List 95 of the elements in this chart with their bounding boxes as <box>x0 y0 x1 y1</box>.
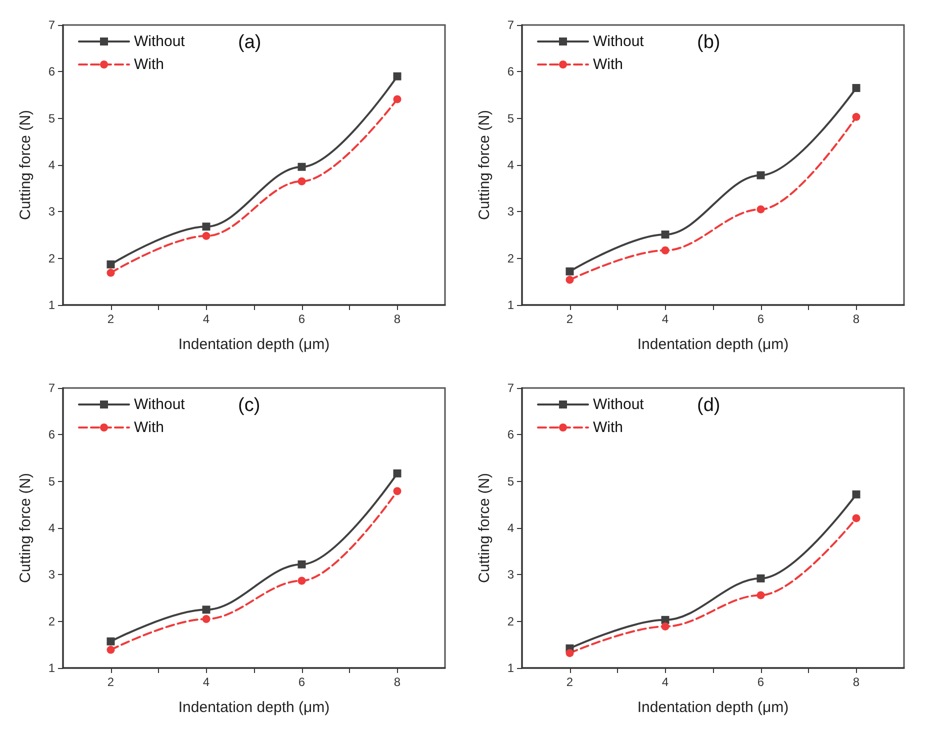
point <box>852 514 860 522</box>
x-tick-label: 2 <box>107 675 114 689</box>
point <box>106 646 115 654</box>
y-tick-label: 7 <box>507 381 514 395</box>
y-tick-label: 3 <box>507 568 514 582</box>
point <box>566 276 574 284</box>
x-tick-label: 4 <box>662 312 669 326</box>
x-tick-label: 8 <box>852 312 860 326</box>
legend-label: Without <box>593 33 645 50</box>
annotation: (a) <box>238 32 262 53</box>
y-tick-label: 1 <box>48 298 56 312</box>
x-axis-title: Indentation depth (μm) <box>178 336 330 353</box>
point <box>756 591 765 600</box>
annotation: (d) <box>697 395 720 416</box>
point <box>202 232 210 240</box>
legend-label: With <box>134 56 164 73</box>
x-tick-label: 4 <box>662 675 669 689</box>
y-axis-title: Cutting force (N) <box>476 110 493 220</box>
x-tick-label: 2 <box>566 675 574 689</box>
legend-label: Without <box>134 33 186 50</box>
x-axis-title: Indentation depth (μm) <box>637 336 789 353</box>
point <box>106 268 115 277</box>
x-tick-label: 4 <box>202 675 210 689</box>
y-tick-label: 4 <box>507 521 514 535</box>
x-tick-label: 2 <box>566 312 574 326</box>
point <box>106 637 115 646</box>
point <box>756 574 765 582</box>
y-tick-label: 6 <box>507 428 514 442</box>
point <box>393 469 402 478</box>
y-axis-title: Cutting force (N) <box>476 472 493 584</box>
y-axis-title: Cutting force (N) <box>17 472 34 584</box>
point <box>298 162 306 171</box>
y-tick-label: 2 <box>48 614 56 628</box>
annotation: (c) <box>238 395 260 416</box>
point <box>661 230 670 239</box>
y-tick-label: 7 <box>48 18 56 32</box>
legend-label: With <box>593 56 623 73</box>
x-tick-label: 6 <box>298 675 306 689</box>
y-tick-label: 6 <box>48 64 56 79</box>
legend-label: Without <box>593 396 645 413</box>
y-tick-label: 3 <box>48 568 56 582</box>
point <box>202 606 210 614</box>
point <box>852 490 860 498</box>
point <box>393 72 402 80</box>
point <box>566 267 574 276</box>
y-tick-label: 2 <box>48 251 56 266</box>
legend-label: With <box>134 419 164 436</box>
point <box>393 487 402 496</box>
y-tick-label: 2 <box>507 614 514 628</box>
y-tick-label: 5 <box>48 474 56 488</box>
point <box>298 576 306 585</box>
legend-label: With <box>593 419 623 436</box>
x-tick-label: 4 <box>202 312 210 326</box>
y-tick-label: 7 <box>507 18 514 32</box>
point <box>756 171 765 180</box>
point <box>298 177 306 186</box>
y-tick-label: 6 <box>507 64 514 79</box>
x-tick-label: 6 <box>757 675 764 689</box>
y-tick-label: 4 <box>507 158 514 172</box>
y-tick-label: 6 <box>48 428 56 442</box>
point <box>852 84 860 92</box>
point <box>661 622 670 630</box>
y-tick-label: 4 <box>48 521 56 535</box>
point <box>202 615 210 623</box>
point <box>393 95 402 104</box>
point <box>298 560 306 568</box>
annotation: (b) <box>697 32 720 53</box>
x-tick-label: 2 <box>107 312 114 326</box>
point <box>661 246 670 254</box>
x-tick-label: 6 <box>757 312 764 326</box>
y-tick-label: 5 <box>507 474 514 488</box>
point <box>852 112 860 121</box>
x-axis-title: Indentation depth (μm) <box>637 699 789 716</box>
legend-label: Without <box>134 396 186 413</box>
y-tick-label: 1 <box>48 661 56 675</box>
point <box>661 616 670 624</box>
y-tick-label: 1 <box>507 298 514 312</box>
point <box>756 205 765 214</box>
y-tick-label: 1 <box>507 661 514 675</box>
y-axis-title: Cutting force (N) <box>17 110 34 220</box>
point <box>566 649 574 658</box>
y-tick-label: 3 <box>48 204 56 219</box>
y-tick-label: 5 <box>507 111 514 126</box>
x-tick-label: 8 <box>394 675 401 689</box>
y-tick-label: 4 <box>48 158 56 172</box>
x-tick-label: 8 <box>394 312 401 326</box>
y-tick-label: 7 <box>48 381 56 395</box>
y-tick-label: 3 <box>507 204 514 219</box>
point <box>106 260 115 268</box>
y-tick-label: 5 <box>48 111 56 126</box>
y-tick-label: 2 <box>507 251 514 266</box>
point <box>202 222 210 231</box>
x-tick-label: 6 <box>298 312 306 326</box>
x-tick-label: 8 <box>852 675 860 689</box>
x-axis-title: Indentation depth (μm) <box>178 699 330 716</box>
